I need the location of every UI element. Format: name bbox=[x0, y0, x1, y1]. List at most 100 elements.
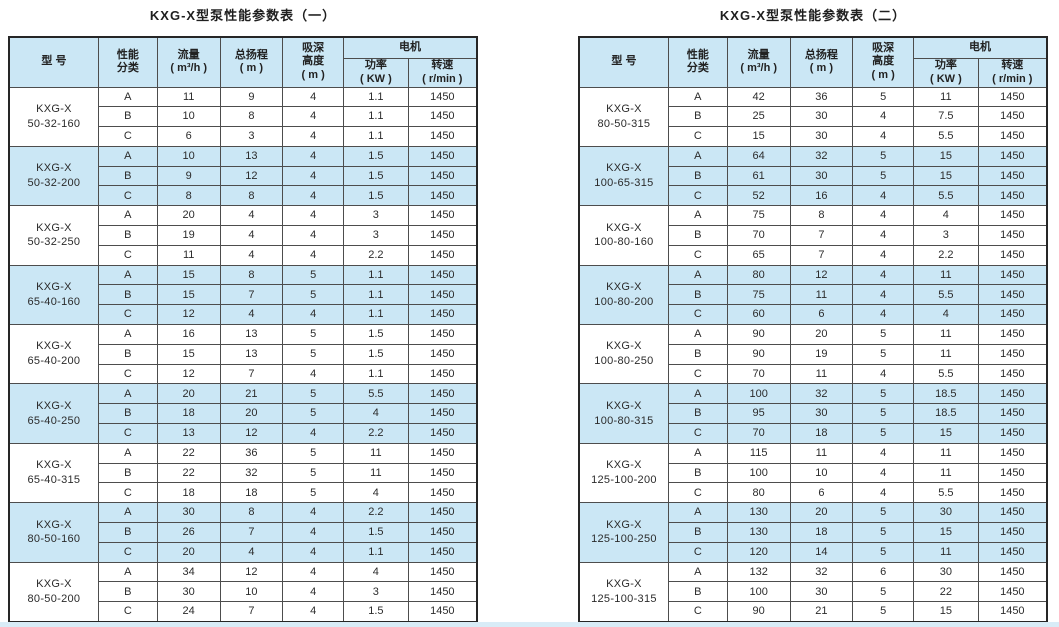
table-row: C 52 16 4 5.5 1450 bbox=[579, 185, 1048, 207]
table-row: KXG-X 100-65-315 A 64 32 5 15 1450 bbox=[578, 145, 1048, 207]
suction-depth-cell: 4 bbox=[852, 205, 915, 227]
table-row: C 12 7 4 1.1 1450 bbox=[9, 363, 478, 385]
flow-cell: 22 bbox=[156, 442, 221, 464]
power-cell: 15 bbox=[913, 601, 979, 623]
suction-depth-cell: 4 bbox=[282, 145, 345, 167]
model-cell: KXG-X 80-50-200 bbox=[8, 561, 99, 623]
spec-table-section-1: KXG-X型泵性能参数表（一） 型 号性能 分类 流量 ( m³/h ) 总扬程 (… bbox=[8, 0, 478, 623]
flow-cell: 100 bbox=[726, 383, 791, 405]
class-cell: C bbox=[667, 126, 728, 147]
suction-depth-cell: 4 bbox=[852, 363, 915, 385]
power-cell: 5.5 bbox=[913, 363, 979, 385]
power-cell: 1.1 bbox=[343, 284, 409, 306]
head-cell: 7 bbox=[219, 522, 284, 543]
class-cell: B bbox=[667, 522, 728, 543]
suction-depth-cell: 5 bbox=[282, 442, 345, 464]
class-cell: B bbox=[667, 106, 728, 128]
head-cell: 20 bbox=[219, 403, 284, 425]
head-cell: 8 bbox=[219, 185, 284, 207]
speed-cell: 1450 bbox=[977, 165, 1048, 187]
power-cell: 11 bbox=[913, 264, 979, 286]
power-cell: 3 bbox=[913, 225, 979, 246]
class-cell: C bbox=[97, 244, 158, 266]
suction-depth-cell: 4 bbox=[852, 304, 915, 326]
class-cell: A bbox=[97, 86, 158, 108]
class-cell: B bbox=[667, 343, 728, 365]
head-cell: 7 bbox=[219, 363, 284, 385]
speed-cell: 1450 bbox=[977, 205, 1048, 227]
model-cell: KXG-X 125-100-315 bbox=[578, 561, 669, 623]
speed-cell: 1450 bbox=[407, 145, 478, 167]
head-cell: 4 bbox=[219, 541, 284, 563]
head-cell: 20 bbox=[789, 502, 854, 524]
table-row: KXG-X 65-40-250 A 20 21 5 5.5 1450 bbox=[8, 383, 478, 444]
class-cell: C bbox=[97, 541, 158, 563]
class-cell: C bbox=[97, 304, 158, 326]
class-cell: A bbox=[667, 442, 728, 464]
flow-cell: 42 bbox=[726, 86, 791, 108]
spec-table-section-2: KXG-X型泵性能参数表（二） 型 号性能 分类 流量 ( m³/h ) 总扬程 (… bbox=[578, 0, 1048, 623]
table-row: C 24 7 4 1.5 1450 bbox=[9, 601, 478, 623]
flow-cell: 120 bbox=[726, 541, 791, 563]
power-cell: 30 bbox=[913, 502, 979, 524]
class-cell: B bbox=[97, 343, 158, 365]
head-cell: 30 bbox=[789, 165, 854, 187]
power-cell: 11 bbox=[343, 442, 409, 464]
power-cell: 1.1 bbox=[343, 363, 409, 385]
power-cell: 2.2 bbox=[343, 244, 409, 266]
pump-spec-table-1: 型 号性能 分类 流量 ( m³/h ) 总扬程 ( m ) 吸深 高度 ( m ) 电… bbox=[8, 36, 478, 623]
suction-depth-cell: 5 bbox=[852, 343, 915, 365]
power-cell: 22 bbox=[913, 581, 979, 603]
class-cell: A bbox=[667, 383, 728, 405]
flow-cell: 75 bbox=[726, 284, 791, 306]
power-cell: 1.5 bbox=[343, 165, 409, 187]
flow-cell: 8 bbox=[156, 185, 221, 207]
speed-cell: 1450 bbox=[977, 284, 1048, 306]
power-cell: 18.5 bbox=[913, 403, 979, 425]
power-cell: 1.5 bbox=[343, 343, 409, 365]
suction-depth-cell: 5 bbox=[852, 403, 915, 425]
suction-depth-cell: 4 bbox=[852, 482, 915, 504]
suction-depth-cell: 4 bbox=[852, 185, 915, 207]
power-cell: 5.5 bbox=[913, 185, 979, 207]
suction-depth-cell: 5 bbox=[852, 383, 915, 405]
col-header-flow: 流量 ( m³/h ) bbox=[726, 36, 791, 88]
head-cell: 12 bbox=[219, 561, 284, 583]
power-cell: 1.1 bbox=[343, 106, 409, 128]
table-row: KXG-X 125-100-315 A 132 32 6 30 1450 bbox=[578, 561, 1048, 623]
speed-cell: 1450 bbox=[977, 225, 1048, 246]
table-row: C 15 30 4 5.5 1450 bbox=[579, 126, 1048, 147]
table-row: KXG-X 100-80-200 A 80 12 4 11 1450 bbox=[578, 264, 1048, 326]
suction-depth-cell: 4 bbox=[282, 304, 345, 326]
suction-depth-cell: 4 bbox=[852, 126, 915, 147]
power-cell: 4 bbox=[913, 205, 979, 227]
speed-cell: 1450 bbox=[977, 581, 1048, 603]
class-cell: B bbox=[97, 522, 158, 543]
power-cell: 2.2 bbox=[343, 502, 409, 524]
flow-cell: 12 bbox=[156, 304, 221, 326]
speed-cell: 1450 bbox=[407, 126, 478, 147]
col-header-speed: 转速 ( r/min ) bbox=[407, 57, 478, 88]
speed-cell: 1450 bbox=[977, 601, 1048, 623]
flow-cell: 80 bbox=[726, 264, 791, 286]
flow-cell: 65 bbox=[726, 244, 791, 266]
suction-depth-cell: 4 bbox=[852, 284, 915, 306]
class-cell: B bbox=[667, 225, 728, 246]
class-cell: B bbox=[667, 284, 728, 306]
suction-depth-cell: 5 bbox=[852, 502, 915, 524]
head-cell: 7 bbox=[219, 284, 284, 306]
suction-depth-cell: 4 bbox=[282, 165, 345, 187]
model-cell: KXG-X 100-65-315 bbox=[578, 145, 669, 207]
speed-cell: 1450 bbox=[977, 363, 1048, 385]
head-cell: 19 bbox=[789, 343, 854, 365]
suction-depth-cell: 4 bbox=[282, 86, 345, 108]
class-cell: B bbox=[97, 403, 158, 425]
suction-depth-cell: 4 bbox=[852, 106, 915, 128]
class-cell: B bbox=[97, 225, 158, 246]
table-row: KXG-X 50-32-160 A 11 9 4 1.1 1450 bbox=[8, 86, 478, 147]
table-row: C 18 18 5 4 1450 bbox=[9, 482, 478, 504]
speed-cell: 1450 bbox=[407, 541, 478, 563]
head-cell: 8 bbox=[219, 264, 284, 286]
flow-cell: 6 bbox=[156, 126, 221, 147]
suction-depth-cell: 4 bbox=[282, 522, 345, 543]
